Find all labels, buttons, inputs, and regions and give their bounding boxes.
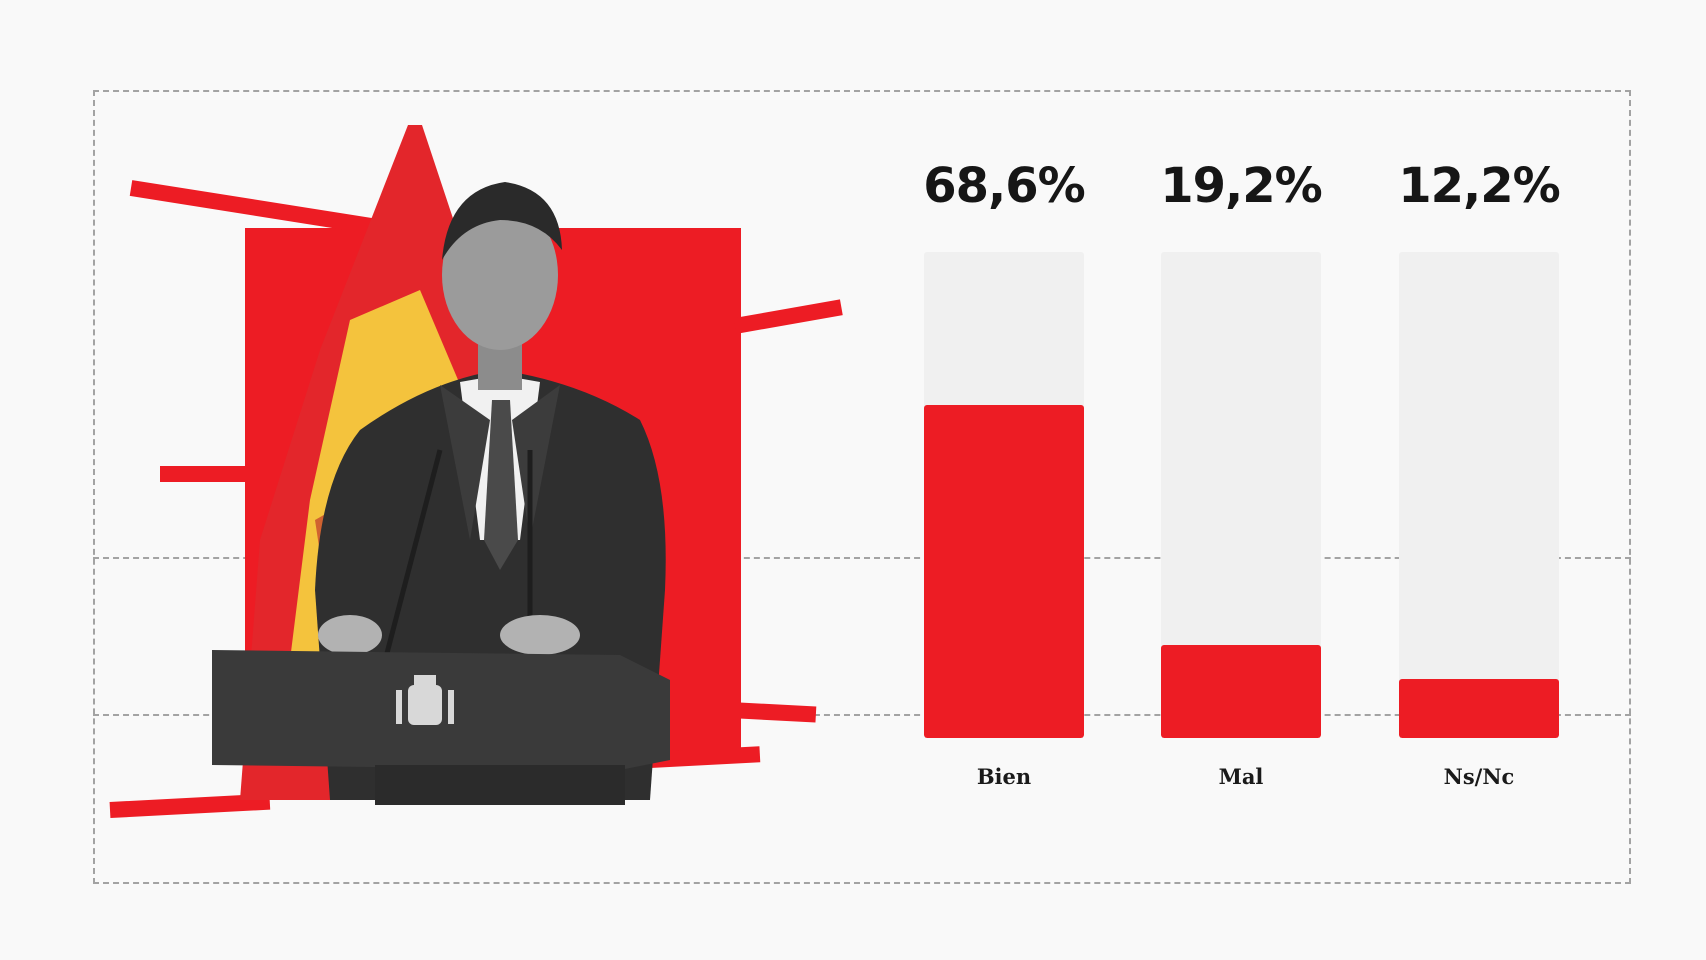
dashed-frame xyxy=(93,90,1631,884)
bar xyxy=(1161,644,1321,738)
dashed-guide-upper xyxy=(93,557,1631,559)
category-label: Bien xyxy=(976,764,1032,789)
bar xyxy=(1399,678,1559,738)
value-label: 68,6% xyxy=(923,158,1086,214)
speaker-photo xyxy=(212,125,670,805)
value-label: 19,2% xyxy=(1160,158,1323,214)
category-label: Mal xyxy=(1218,764,1264,789)
bar xyxy=(924,404,1084,738)
red-stripe xyxy=(160,466,260,482)
bar-track xyxy=(1399,252,1559,738)
dashed-guide-lower xyxy=(93,714,1631,716)
bar-track xyxy=(1161,252,1321,738)
value-label: 12,2% xyxy=(1398,158,1561,214)
spain-coat-of-arms-icon xyxy=(396,675,454,725)
category-label: Ns/Nc xyxy=(1443,764,1515,789)
bar-track xyxy=(924,252,1084,738)
